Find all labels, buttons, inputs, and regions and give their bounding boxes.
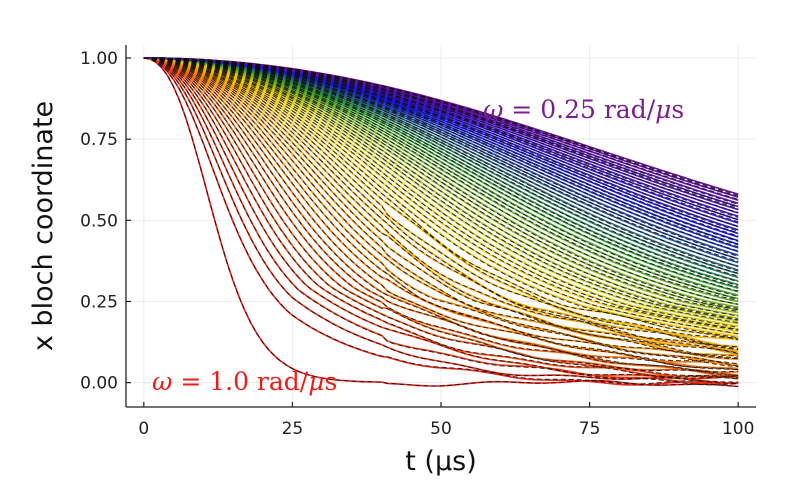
fit-curve-51 [143,57,739,257]
fit-curve-21 [143,57,739,350]
fit-curve-17 [143,57,739,357]
fit-curve-23 [143,57,739,339]
x-tick-label-2: 50 [430,419,452,439]
sim-curve-29 [143,57,739,327]
fit-curve-55 [143,57,739,242]
sim-curve-25 [143,57,739,338]
sim-curve-24 [143,57,739,341]
fit-curve-27 [143,57,739,331]
fit-curve-10 [143,57,739,371]
fit-curve-33 [143,57,739,317]
fit-curve-40 [143,57,739,297]
sim-curve-16 [143,57,739,360]
fit-curve-26 [143,57,739,335]
y-tick-label-4: 1.00 [80,49,118,69]
fit-curve-5 [143,57,739,379]
fit-curve-1 [143,57,739,385]
x-tick-label-0: 0 [138,419,149,439]
fit-curve-11 [143,57,739,371]
fit-curve-30 [143,57,739,324]
fit-curve-19 [143,57,739,355]
fit-curve-36 [143,57,739,309]
y-tick-label-3: 0.75 [80,130,118,150]
y-axis-label: x bloch coordinate [28,101,59,351]
fit-curve-14 [143,57,739,368]
fit-curve-31 [143,57,739,321]
fit-curve-25 [143,57,739,339]
fit-curve-15 [143,57,739,360]
fit-curve-18 [143,57,739,354]
fit-curve-16 [143,57,739,359]
x-tick-label-3: 75 [579,419,601,439]
y-tick-label-0: 0.00 [80,374,118,394]
fit-curve-12 [143,57,739,365]
fit-curve-0 [143,57,739,387]
curves [143,57,739,388]
fit-curve-7 [143,57,739,377]
fit-curve-29 [143,57,739,328]
annotation-omega-025: ω = 0.25 rad/μs [483,95,684,124]
fit-curve-6 [143,57,739,380]
ticks: 0 25 50 75 100 0.00 0.25 0.50 0.75 1.00 [80,49,754,439]
x-tick-label-1: 25 [282,419,304,439]
fit-curve-8 [143,57,739,377]
fit-curve-20 [143,57,739,351]
fit-curve-9 [143,57,739,373]
sim-curve-3 [143,57,739,385]
fit-curve-3 [143,57,739,386]
fit-curve-22 [143,57,739,348]
fit-curve-37 [143,57,739,305]
x-axis-label: t (μs) [405,446,476,477]
fit-curve-28 [143,57,739,330]
x-tick-label-4: 100 [722,419,754,439]
y-tick-label-1: 0.25 [80,292,118,312]
y-tick-label-2: 0.50 [80,211,118,231]
fit-curve-48 [143,57,739,267]
fit-curve-44 [143,57,739,283]
fit-curve-4 [143,57,739,379]
annotation-omega-10: ω = 1.0 rad/μs [152,367,337,396]
fit-curve-13 [143,57,739,367]
fit-curve-69 [143,57,739,196]
